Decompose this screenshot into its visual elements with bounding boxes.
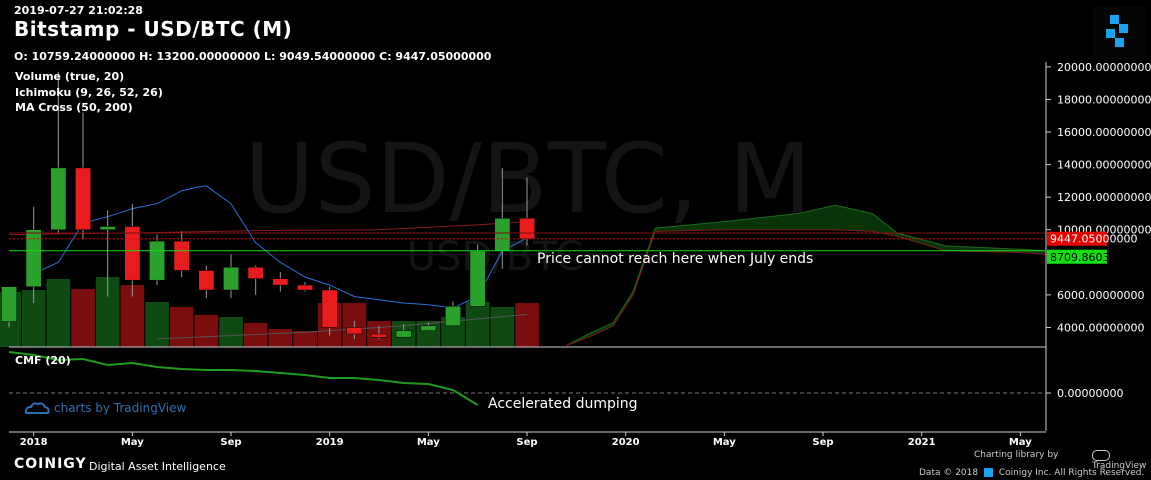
footer-tagline: Digital Asset Intelligence xyxy=(89,460,226,473)
candle-body[interactable] xyxy=(469,250,486,307)
time-tick-label: 2021 xyxy=(908,437,936,448)
ma-blue-line xyxy=(33,185,528,309)
candle-body[interactable] xyxy=(346,327,363,335)
candle-body[interactable] xyxy=(1,286,17,322)
candle-body[interactable] xyxy=(247,266,264,279)
cmf-label[interactable]: CMF (20) xyxy=(15,354,71,367)
candle-body[interactable] xyxy=(198,270,215,291)
time-tick-label: Sep xyxy=(516,437,537,448)
level-badge xyxy=(1047,249,1107,264)
footer-copyright: Data © 2018 Coinigy Inc. All Rights Rese… xyxy=(919,468,1144,478)
volume-bar xyxy=(46,279,71,347)
volume-bar xyxy=(219,317,243,347)
ohlc-readout: O: 10759.24000000 H: 13200.00000000 L: 9… xyxy=(14,50,492,63)
footer-brand-text: COINIGY xyxy=(14,456,87,472)
time-tick-label: Sep xyxy=(220,437,241,448)
volume-bar xyxy=(194,315,219,347)
candle-body[interactable] xyxy=(272,278,289,286)
footer-brand: COINIGY xyxy=(14,456,87,472)
candle-body[interactable] xyxy=(420,325,437,331)
volume-bar xyxy=(145,302,169,347)
indicator-ichimoku-label[interactable]: Ichimoku (9, 26, 52, 26) xyxy=(15,86,163,99)
price-tick-label: 20000.00000000 xyxy=(1057,61,1151,74)
volume-bar xyxy=(465,302,490,347)
candle-body[interactable] xyxy=(25,229,42,287)
candle-body[interactable] xyxy=(223,266,239,291)
ichimoku-span-a xyxy=(566,204,1046,346)
candle-body[interactable] xyxy=(173,240,190,271)
footer-tradingview[interactable]: TradingView xyxy=(1092,450,1151,471)
price-tick-label: 12000.00000000 xyxy=(1057,191,1151,204)
tradingview-watermark-text: charts by TradingView xyxy=(54,401,187,415)
level-badge-label: 8709.86032066 xyxy=(1050,251,1137,264)
copyright-rest: Coinigy Inc. All Rights Reserved. xyxy=(998,468,1145,478)
volume-bar xyxy=(268,329,293,347)
candle-body[interactable] xyxy=(321,289,338,328)
candle-body[interactable] xyxy=(297,284,313,291)
cloud-icon xyxy=(24,402,50,414)
volume-bar xyxy=(120,285,145,347)
price-tick-label: 18000.00000000 xyxy=(1057,93,1151,106)
time-tick-label: Sep xyxy=(812,437,833,448)
volume-bar xyxy=(169,307,194,347)
candle-body[interactable] xyxy=(371,333,387,338)
candle-body[interactable] xyxy=(124,226,141,281)
volume-bar xyxy=(95,277,120,347)
copyright-text: Data © 2018 xyxy=(919,468,979,478)
cmf-zero-label: 0.00000000 xyxy=(1057,387,1123,400)
candle-body[interactable] xyxy=(395,330,412,338)
time-tick-label: May xyxy=(121,437,144,448)
volume-bar xyxy=(515,303,539,347)
candle-body[interactable] xyxy=(75,167,91,231)
candle-body[interactable] xyxy=(99,226,116,231)
time-tick-label: 2019 xyxy=(316,437,344,448)
volume-bar xyxy=(71,289,95,347)
tradingview-watermark: charts by TradingView xyxy=(24,401,187,415)
price-tick-label: 4000.00000000 xyxy=(1057,321,1144,334)
price-tick-label: 14000.00000000 xyxy=(1057,159,1151,172)
tradingview-icon xyxy=(1092,450,1110,461)
watermark-main: USD/BTC, M xyxy=(244,123,811,235)
candle-body[interactable] xyxy=(445,306,461,327)
current-price-badge-label: 9447.05000000 xyxy=(1050,233,1137,246)
volume-bar xyxy=(21,290,46,347)
time-tick-label: May xyxy=(713,437,736,448)
current-price-badge xyxy=(1047,231,1107,246)
footer-charting: Charting library by xyxy=(974,450,1059,460)
cmf-line xyxy=(8,351,479,406)
time-tick-label: May xyxy=(1009,437,1032,448)
coinigy-small-icon xyxy=(984,468,993,477)
time-tick-label: May xyxy=(417,437,440,448)
indicator-volume-label[interactable]: Volume (true, 20) xyxy=(15,70,125,83)
timestamp: 2019-07-27 21:02:28 xyxy=(14,4,143,17)
chart-title: Bitstamp - USD/BTC (M) xyxy=(14,17,293,41)
candle-body[interactable] xyxy=(494,218,511,252)
price-tick-label: 6000.00000000 xyxy=(1057,289,1144,302)
price-tick-label: 16000.00000000 xyxy=(1057,126,1151,139)
time-tick-label: 2020 xyxy=(612,437,640,448)
volume-bar xyxy=(293,331,317,347)
cmf-annotation: Accelerated dumping xyxy=(488,396,638,412)
footer-tradingview-text[interactable]: TradingView xyxy=(1092,461,1147,471)
candle-body[interactable] xyxy=(149,240,165,281)
time-tick-label: 2018 xyxy=(20,437,48,448)
candle-body[interactable] xyxy=(50,167,67,231)
coinigy-logo-icon xyxy=(1092,6,1146,60)
price-annotation: Price cannot reach here when July ends xyxy=(537,251,813,267)
indicator-ma-cross-label[interactable]: MA Cross (50, 200) xyxy=(15,101,133,114)
volume-bar xyxy=(490,307,515,347)
candle-body[interactable] xyxy=(519,218,535,239)
